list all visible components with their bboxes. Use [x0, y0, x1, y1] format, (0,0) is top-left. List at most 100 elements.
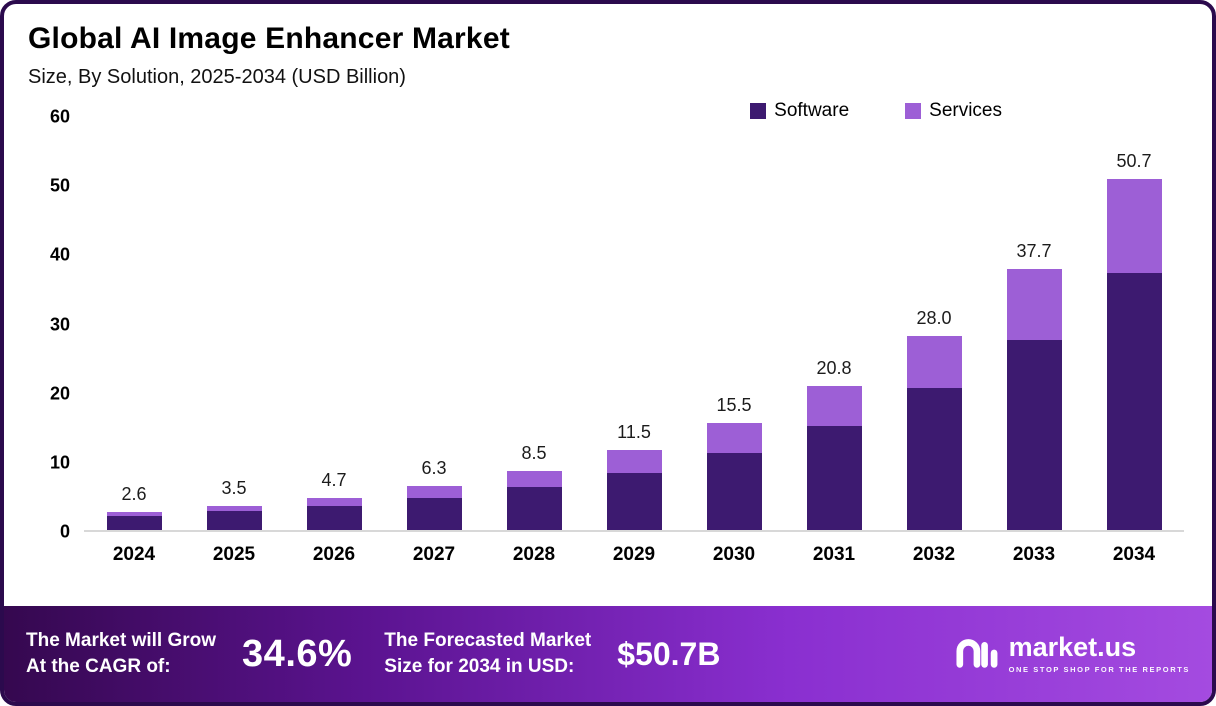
services-segment [1006, 269, 1062, 340]
bar-stack [1006, 269, 1062, 530]
software-swatch-icon [750, 103, 767, 119]
bar-stack [506, 471, 562, 530]
page-subtitle: Size, By Solution, 2025-2034 (USD Billio… [28, 66, 406, 88]
bar-stack [306, 497, 362, 530]
bar-group-2029: 11.5 [584, 117, 684, 530]
services-segment [406, 486, 462, 498]
bar-stack [606, 450, 662, 530]
services-segment [206, 505, 262, 512]
legend-label-software: Software [774, 100, 850, 121]
cagr-label: The Market will Grow At the CAGR of: [26, 628, 216, 679]
software-segment [906, 388, 962, 530]
bar-value-label: 4.7 [321, 469, 347, 490]
x-axis-label-2028: 2028 [512, 544, 556, 565]
bar-group-2030: 15.5 [684, 117, 784, 530]
software-segment [1106, 272, 1162, 530]
legend-item-services: Services [905, 100, 1002, 122]
services-segment [306, 497, 362, 506]
x-axis-label-2024: 2024 [112, 544, 156, 565]
x-axis-label-2032: 2032 [912, 544, 956, 565]
bar-value-label: 28.0 [916, 308, 952, 329]
bar-value-label: 2.6 [121, 484, 147, 505]
cagr-label-line1: The Market will Grow [26, 630, 217, 652]
software-segment [406, 497, 462, 530]
bar-stack [1106, 179, 1162, 530]
services-segment [606, 450, 662, 473]
y-tick-label: 0 [59, 521, 70, 542]
legend-label-services: Services [929, 100, 1002, 121]
software-segment [1006, 339, 1062, 530]
bar-value-label: 50.7 [1116, 151, 1152, 172]
y-tick-label: 10 [49, 452, 70, 473]
y-axis: 0 10 20 30 40 50 60 [32, 107, 84, 542]
forecast-label-line1: The Forecasted Market [384, 630, 592, 652]
marketus-logo-icon [953, 632, 999, 677]
y-tick-label: 40 [49, 244, 70, 265]
bar-value-label: 3.5 [221, 477, 247, 498]
bar-group-2026: 4.7 [284, 117, 384, 530]
bar-group-2033: 37.7 [984, 117, 1084, 530]
forecast-label-line2: Size for 2034 in USD: [384, 656, 575, 677]
legend-item-software: Software [750, 100, 849, 122]
bar-stack [806, 386, 862, 530]
software-segment [606, 472, 662, 530]
software-segment [206, 511, 262, 530]
y-tick-label: 60 [49, 106, 70, 127]
x-axis-label-2030: 2030 [712, 544, 756, 565]
software-segment [306, 505, 362, 530]
bar-group-2025: 3.5 [184, 117, 284, 530]
bar-value-label: 15.5 [716, 394, 752, 415]
software-segment [106, 516, 162, 530]
x-axis-labels: 2024 2025 2026 2027 2028 2029 2030 2031 2032 2033… [84, 544, 1184, 566]
chart-legend: Software Services [750, 100, 1002, 122]
services-segment [106, 512, 162, 517]
bar-plot: 2.6 3.5 4.7 6.3 8.5 11.5 15.5 20.8 28.0 37.7 50.7 [84, 117, 1184, 532]
bar-value-label: 11.5 [617, 422, 651, 443]
brand-logo: market.us ONE STOP SHOP FOR THE REPORTS [953, 632, 1190, 677]
bar-group-2024: 2.6 [84, 117, 184, 530]
software-segment [806, 426, 862, 530]
forecast-value: $50.7B [617, 635, 721, 672]
services-segment [706, 422, 762, 453]
cagr-value: 34.6% [242, 632, 353, 675]
y-tick-label: 30 [49, 314, 70, 334]
bar-group-2034: 50.7 [1084, 117, 1184, 530]
bar-group-2031: 20.8 [784, 117, 884, 530]
y-tick-label: 20 [49, 383, 70, 404]
bar-value-label: 20.8 [816, 358, 852, 379]
bar-value-label: 8.5 [521, 443, 547, 464]
bar-stack [906, 336, 962, 530]
chart-area: 0 10 20 30 40 50 60 2.6 3.5 4.7 6.3 8.5 11.5 15.5 20.… [4, 89, 1212, 606]
x-axis-label-2034: 2034 [1112, 544, 1156, 565]
bar-value-label: 37.7 [1016, 241, 1052, 262]
page-title: Global AI Image Enhancer Market [28, 22, 510, 55]
services-swatch-icon [905, 103, 922, 119]
x-axis-label-2031: 2031 [812, 544, 856, 565]
brand-tagline: ONE STOP SHOP FOR THE REPORTS [1008, 665, 1190, 674]
bar-group-2027: 6.3 [384, 117, 484, 530]
services-segment [1106, 179, 1162, 273]
services-segment [806, 386, 862, 427]
brand-name: market.us [1008, 632, 1137, 662]
chart-header: Global AI Image Enhancer Market Size, By… [4, 4, 1212, 121]
bar-stack [206, 505, 262, 530]
services-segment [906, 336, 962, 389]
x-axis-label-2027: 2027 [412, 544, 456, 565]
software-segment [506, 487, 562, 530]
y-tick-label: 50 [49, 175, 70, 196]
bar-group-2028: 8.5 [484, 117, 584, 530]
bar-stack [406, 486, 462, 530]
x-axis-label-2029: 2029 [612, 544, 656, 565]
forecast-label: The Forecasted Market Size for 2034 in U… [384, 628, 591, 679]
x-axis-label-2033: 2033 [1012, 544, 1056, 565]
services-segment [506, 471, 562, 488]
bar-value-label: 6.3 [421, 458, 447, 479]
bar-group-2032: 28.0 [884, 117, 984, 530]
x-axis-label-2025: 2025 [212, 544, 256, 565]
bar-stack [706, 422, 762, 530]
footer-banner: The Market will Grow At the CAGR of: 34.… [4, 606, 1212, 702]
x-axis-label-2026: 2026 [312, 544, 356, 565]
cagr-label-line2: At the CAGR of: [26, 656, 171, 677]
software-segment [706, 452, 762, 530]
